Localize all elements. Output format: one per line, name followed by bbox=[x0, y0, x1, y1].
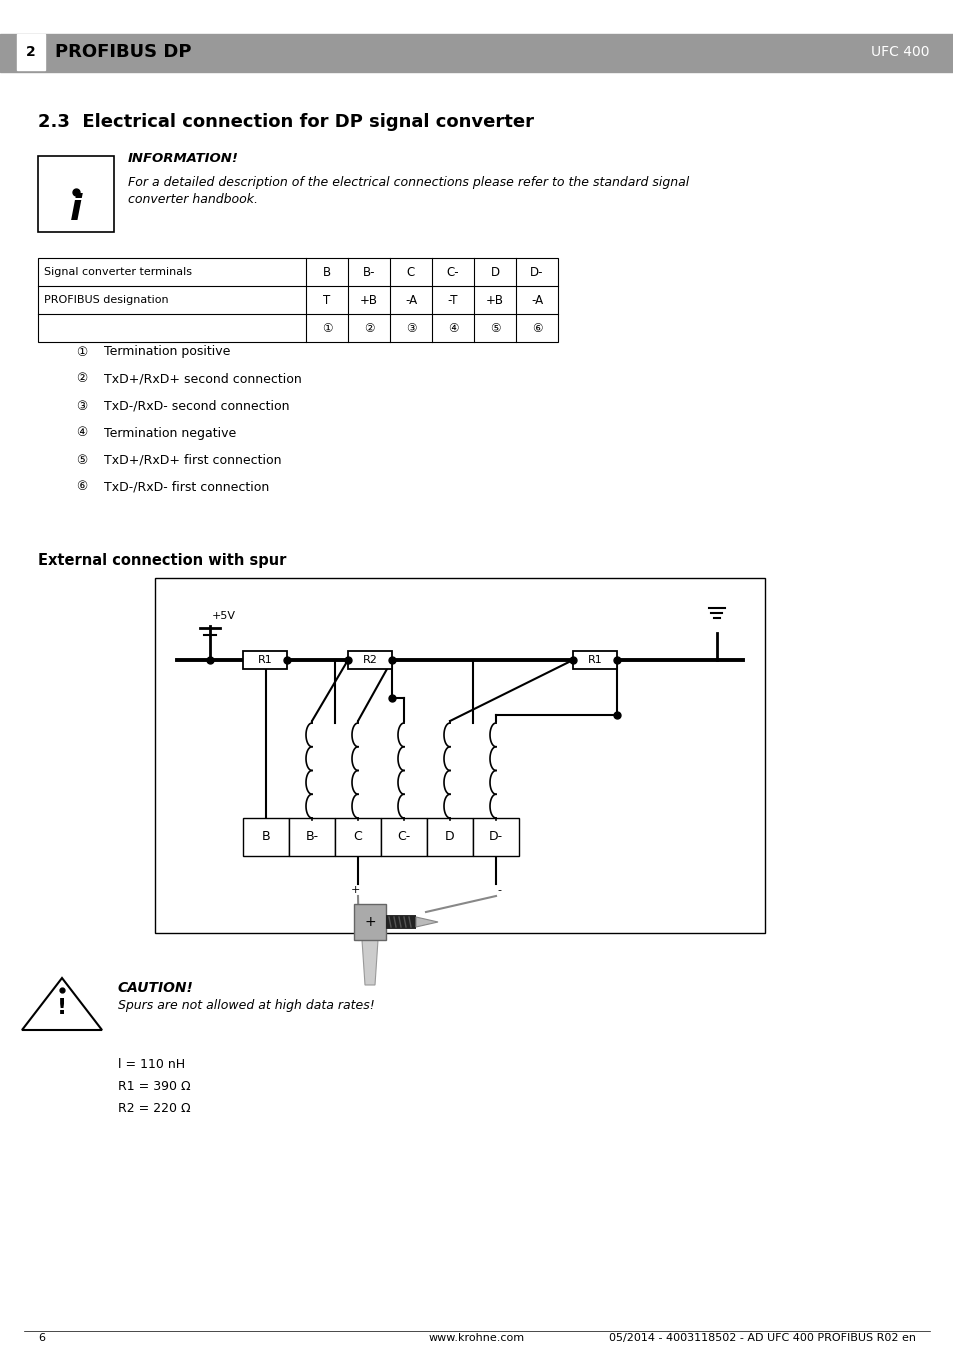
Text: R1 = 390 Ω: R1 = 390 Ω bbox=[118, 1081, 191, 1093]
Text: External connection with spur: External connection with spur bbox=[38, 553, 286, 567]
Text: PROFIBUS designation: PROFIBUS designation bbox=[44, 295, 169, 305]
Text: ⑤: ⑤ bbox=[489, 322, 499, 335]
Text: +: + bbox=[350, 885, 359, 894]
Bar bbox=[243, 817, 289, 857]
Bar bbox=[427, 817, 473, 857]
Text: +B: +B bbox=[359, 293, 377, 307]
Text: TxD-/RxD- first connection: TxD-/RxD- first connection bbox=[104, 481, 269, 493]
Text: D-: D- bbox=[489, 831, 502, 843]
Text: 2: 2 bbox=[26, 45, 36, 59]
Text: ③: ③ bbox=[405, 322, 416, 335]
Text: -A: -A bbox=[531, 293, 542, 307]
Text: Spurs are not allowed at high data rates!: Spurs are not allowed at high data rates… bbox=[118, 1000, 375, 1012]
Text: ②: ② bbox=[363, 322, 374, 335]
Text: Termination positive: Termination positive bbox=[104, 346, 230, 358]
Text: B: B bbox=[261, 831, 270, 843]
Text: l = 110 nH: l = 110 nH bbox=[118, 1058, 185, 1071]
Text: ①: ① bbox=[321, 322, 332, 335]
Bar bbox=[380, 817, 427, 857]
Text: TxD+/RxD+ first connection: TxD+/RxD+ first connection bbox=[104, 454, 281, 466]
Text: B-: B- bbox=[362, 266, 375, 278]
Polygon shape bbox=[416, 917, 437, 927]
Text: B: B bbox=[323, 266, 331, 278]
Text: +B: +B bbox=[485, 293, 503, 307]
Text: 05/2014 - 4003118502 - AD UFC 400 PROFIBUS R02 en: 05/2014 - 4003118502 - AD UFC 400 PROFIB… bbox=[608, 1333, 915, 1343]
Polygon shape bbox=[361, 940, 377, 985]
Text: C: C bbox=[406, 266, 415, 278]
Text: ④: ④ bbox=[447, 322, 457, 335]
Text: CAUTION!: CAUTION! bbox=[118, 981, 193, 994]
Text: For a detailed description of the electrical connections please refer to the sta: For a detailed description of the electr… bbox=[128, 176, 688, 189]
Text: ⑥: ⑥ bbox=[531, 322, 541, 335]
Text: R2 = 220 Ω: R2 = 220 Ω bbox=[118, 1102, 191, 1116]
Bar bbox=[154, 578, 764, 934]
Text: 2.3  Electrical connection for DP signal converter: 2.3 Electrical connection for DP signal … bbox=[38, 113, 534, 131]
Bar bbox=[335, 817, 380, 857]
Bar bbox=[348, 651, 392, 669]
Text: R1: R1 bbox=[587, 655, 601, 665]
Text: R2: R2 bbox=[362, 655, 377, 665]
Text: Signal converter terminals: Signal converter terminals bbox=[44, 267, 192, 277]
Bar bbox=[38, 258, 558, 342]
Bar bbox=[17, 34, 45, 70]
Text: 6: 6 bbox=[38, 1333, 45, 1343]
Text: ⑥: ⑥ bbox=[76, 481, 88, 493]
Text: ④: ④ bbox=[76, 427, 88, 439]
Text: D: D bbox=[445, 831, 455, 843]
Bar bbox=[0, 34, 953, 72]
Text: C-: C- bbox=[446, 266, 458, 278]
Bar bbox=[243, 651, 287, 669]
Bar bbox=[354, 904, 386, 940]
Bar bbox=[38, 155, 113, 232]
Text: converter handbook.: converter handbook. bbox=[128, 193, 257, 205]
Text: ⑤: ⑤ bbox=[76, 454, 88, 466]
Text: www.krohne.com: www.krohne.com bbox=[429, 1333, 524, 1343]
Text: B-: B- bbox=[305, 831, 318, 843]
Text: -T: -T bbox=[447, 293, 457, 307]
Bar bbox=[473, 817, 518, 857]
Text: !: ! bbox=[57, 998, 67, 1019]
Text: C: C bbox=[354, 831, 362, 843]
Text: +5V: +5V bbox=[212, 611, 235, 621]
Text: C-: C- bbox=[397, 831, 410, 843]
Text: R1: R1 bbox=[257, 655, 273, 665]
Bar bbox=[573, 651, 617, 669]
Text: D-: D- bbox=[530, 266, 543, 278]
Text: INFORMATION!: INFORMATION! bbox=[128, 151, 238, 165]
Text: D: D bbox=[490, 266, 499, 278]
Text: -A: -A bbox=[404, 293, 416, 307]
Text: +: + bbox=[364, 915, 375, 929]
Bar bbox=[289, 817, 335, 857]
Text: ②: ② bbox=[76, 373, 88, 385]
Text: -: - bbox=[497, 885, 500, 894]
Text: ③: ③ bbox=[76, 400, 88, 412]
Text: T: T bbox=[323, 293, 331, 307]
Text: UFC 400: UFC 400 bbox=[871, 45, 929, 59]
Text: TxD-/RxD- second connection: TxD-/RxD- second connection bbox=[104, 400, 289, 412]
Text: PROFIBUS DP: PROFIBUS DP bbox=[55, 43, 192, 61]
Text: ①: ① bbox=[76, 346, 88, 358]
Text: Termination negative: Termination negative bbox=[104, 427, 236, 439]
Text: TxD+/RxD+ second connection: TxD+/RxD+ second connection bbox=[104, 373, 301, 385]
Text: i: i bbox=[70, 193, 82, 227]
